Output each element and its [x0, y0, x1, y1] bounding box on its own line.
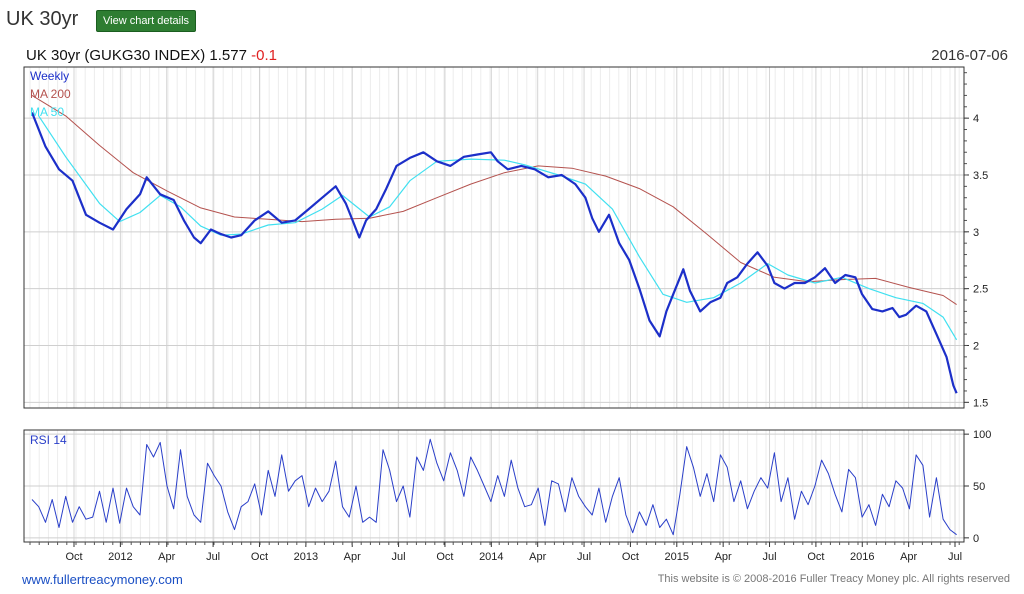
legend-entry: MA 50 — [30, 105, 64, 119]
weekly-series-line — [30, 112, 958, 394]
x-tick-label: Oct — [65, 551, 82, 563]
ma200-series-line — [31, 94, 957, 306]
change-value: -0.1 — [251, 47, 277, 64]
rsi-y-tick-label: 0 — [973, 533, 979, 545]
view-chart-details-button[interactable]: View chart details — [96, 10, 197, 32]
y-tick-label: 3.5 — [973, 170, 988, 182]
x-tick-label: Oct — [251, 551, 268, 563]
x-tick-label: 2013 — [294, 551, 318, 563]
y-tick-label: 1.5 — [973, 397, 988, 409]
x-tick-label: Jul — [577, 551, 591, 563]
x-tick-label: 2015 — [665, 551, 689, 563]
x-tick-label: Oct — [622, 551, 639, 563]
footer-website-link[interactable]: www.fullertreacymoney.com — [22, 572, 183, 587]
x-tick-label: 2012 — [108, 551, 132, 563]
x-tick-label: Jul — [206, 551, 220, 563]
x-tick-label: Oct — [807, 551, 824, 563]
page-title: UK 30yr — [6, 8, 79, 30]
x-tick-label: Apr — [900, 551, 917, 563]
chart-header: UK 30yr (GUKG30 INDEX) 1.577 -0.1 — [26, 47, 277, 64]
x-tick-label: 2016 — [850, 551, 874, 563]
x-tick-label: Oct — [436, 551, 453, 563]
chart-date: 2016-07-06 — [931, 47, 1008, 64]
x-tick-label: Apr — [715, 551, 732, 563]
x-tick-label: Apr — [344, 551, 361, 563]
x-tick-label: Apr — [158, 551, 175, 563]
x-tick-label: 2014 — [479, 551, 503, 563]
last-value: 1.577 — [209, 47, 247, 64]
legend-entry: MA 200 — [30, 87, 71, 101]
rsi-series-line — [31, 438, 957, 536]
y-tick-label: 3 — [973, 227, 979, 239]
ma50-series-line — [38, 115, 958, 341]
x-tick-label: Apr — [529, 551, 546, 563]
rsi-y-tick-label: 50 — [973, 481, 985, 493]
footer-copyright: This website is © 2008-2016 Fuller Treac… — [657, 573, 1010, 585]
rsi-plot-frame — [23, 429, 965, 543]
rsi-legend-entry: RSI 14 — [30, 433, 67, 447]
x-tick-label: Jul — [762, 551, 776, 563]
price-chart: 1.5 2 2.5 3 3.5 4 0 50 100 Oct 2012 Apr Jul Oct 2013… — [23, 66, 991, 563]
y-tick-label: 4 — [973, 113, 979, 125]
rsi-y-tick-label: 100 — [973, 429, 991, 441]
x-tick-label: Jul — [392, 551, 406, 563]
y-tick-label: 2 — [973, 340, 979, 352]
x-tick-label: Jul — [948, 551, 962, 563]
main-plot-frame — [23, 66, 965, 409]
y-tick-label: 2.5 — [973, 284, 988, 296]
legend-entry: Weekly — [30, 69, 69, 83]
instrument-name: UK 30yr (GUKG30 INDEX) — [26, 47, 206, 64]
